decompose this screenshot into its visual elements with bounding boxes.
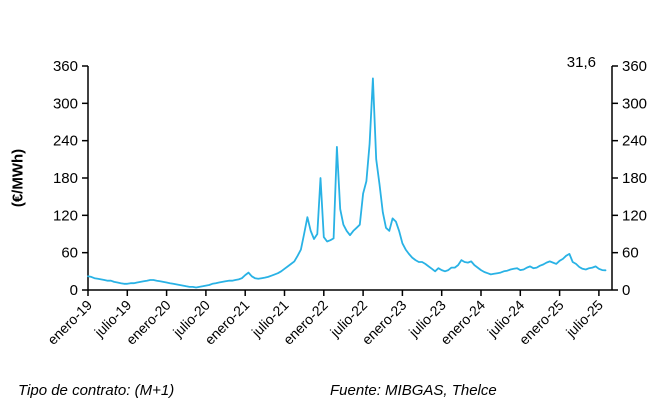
y-tick-label-left: 120 <box>53 207 78 224</box>
y-tick-label-left: 300 <box>53 95 78 112</box>
y-tick-label-right: 0 <box>622 282 630 299</box>
y-tick-label-right: 240 <box>622 133 647 150</box>
contract-type-note: Tipo de contrato: (M+1) <box>18 382 175 399</box>
y-tick-label-right: 360 <box>622 58 647 75</box>
line-chart: 0 0 60 60 120 120 180 180 240 240 300 300 360 360 ener… <box>44 58 647 348</box>
source-note: Fuente: MIBGAS, Thelce <box>330 382 497 399</box>
price-series-line <box>87 77 607 289</box>
last-value-annotation: 31,6 <box>566 54 596 71</box>
y-tick-label-left: 60 <box>61 245 78 262</box>
y-tick-label-left: 240 <box>53 133 78 150</box>
y-tick-label-right: 60 <box>622 245 639 262</box>
y-tick-label-left: 180 <box>53 170 78 187</box>
y-tick-label-right: 300 <box>622 95 647 112</box>
y-axis-title: (€/MWh) <box>9 148 27 208</box>
y-tick-label-right: 120 <box>622 207 647 224</box>
x-tick-label: julio-25 <box>562 297 606 341</box>
y-tick-label-left: 0 <box>70 282 78 299</box>
x-tick-label: enero-19 <box>44 297 95 348</box>
y-tick-label-right: 180 <box>622 170 647 187</box>
y-tick-label-left: 360 <box>53 58 78 75</box>
